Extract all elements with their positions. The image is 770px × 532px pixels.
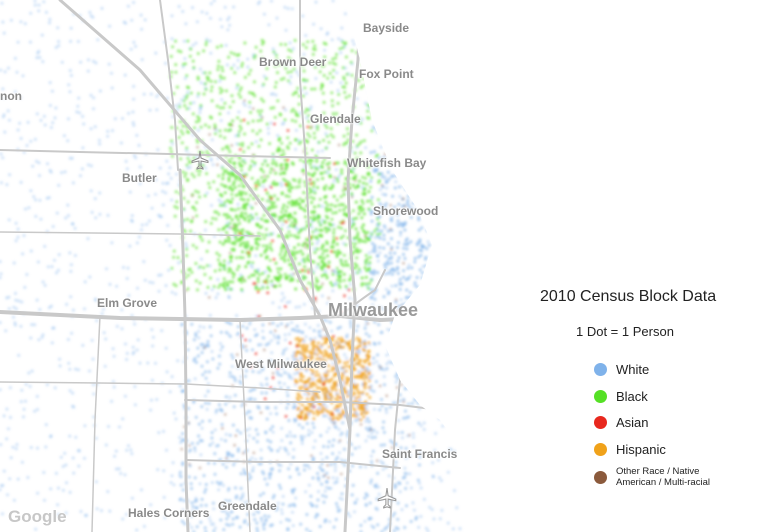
road-network bbox=[0, 0, 441, 532]
legend-swatch bbox=[594, 470, 607, 484]
airport-icon bbox=[376, 487, 398, 514]
legend-swatch bbox=[594, 363, 607, 376]
place-label-butler: Butler bbox=[122, 171, 157, 185]
place-label-greendale: Greendale bbox=[218, 499, 277, 513]
legend-item-black: Black bbox=[594, 389, 648, 404]
legend-item-white: White bbox=[594, 362, 649, 377]
place-label-hales-corners: Hales Corners bbox=[128, 506, 210, 520]
place-label-elm-grove: Elm Grove bbox=[97, 296, 158, 310]
legend-label: Black bbox=[616, 389, 648, 404]
place-label-milwaukee: Milwaukee bbox=[328, 300, 419, 320]
legend-label: Hispanic bbox=[616, 442, 666, 457]
legend-label: Other Race / Native American / Multi-rac… bbox=[616, 466, 710, 488]
legend-swatch bbox=[594, 416, 607, 429]
legend-item-hispanic: Hispanic bbox=[594, 442, 666, 457]
legend-item-other: Other Race / Native American / Multi-rac… bbox=[594, 466, 736, 488]
place-label-glendale: Glendale bbox=[310, 112, 361, 126]
place-label-fox-point: Fox Point bbox=[359, 67, 414, 81]
place-label-bayside: Bayside bbox=[363, 21, 410, 35]
place-label-west-milwaukee: West Milwaukee bbox=[235, 357, 327, 371]
legend-title: 2010 Census Block Data bbox=[540, 288, 717, 305]
google-logo: Google bbox=[8, 507, 67, 526]
lake-michigan bbox=[345, 0, 770, 532]
legend-subtitle: 1 Dot = 1 Person bbox=[576, 324, 674, 339]
place-label-saint-francis: Saint Francis bbox=[382, 447, 458, 461]
place-label-brown-deer: Brown Deer bbox=[259, 55, 327, 69]
legend-label: Asian bbox=[616, 415, 649, 430]
place-label-partial: non bbox=[0, 89, 22, 103]
place-label-shorewood: Shorewood bbox=[373, 204, 439, 218]
legend-item-asian: Asian bbox=[594, 415, 649, 430]
legend-swatch bbox=[594, 443, 607, 456]
legend-swatch bbox=[594, 390, 607, 403]
place-label-whitefish-bay: Whitefish Bay bbox=[347, 156, 427, 170]
legend-label: White bbox=[616, 362, 650, 377]
airport-icon bbox=[190, 150, 210, 175]
